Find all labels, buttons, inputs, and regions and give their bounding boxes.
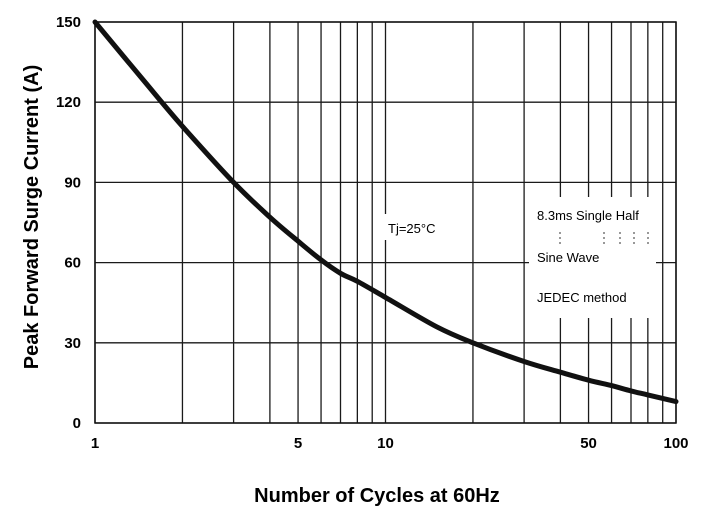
temperature-note-background: [380, 214, 450, 240]
y-tick-label: 60: [64, 255, 81, 272]
surge-curve: [92, 19, 679, 405]
temperature-note: Tj=25°C: [388, 221, 435, 236]
x-tick-label: 1: [91, 435, 99, 452]
y-axis-title: Peak Forward Surge Current (A): [21, 65, 43, 370]
x-tick-label: 5: [294, 435, 302, 452]
y-tick-label: 150: [56, 14, 81, 31]
condition-line-1: 8.3ms Single Half: [537, 208, 639, 223]
y-tick-label: 90: [64, 174, 81, 191]
condition-line-2: Sine Wave: [537, 250, 599, 265]
x-axis-title: Number of Cycles at 60Hz: [254, 485, 500, 507]
x-tick-labels: 1 5 10 50 100: [91, 435, 689, 452]
x-tick-label: 100: [663, 435, 688, 452]
plot-frame: [94, 21, 677, 424]
y-tick-label: 30: [64, 335, 81, 352]
annotation-box: [380, 197, 656, 318]
x-tick-label: 50: [580, 435, 597, 452]
annotation-box-background: [529, 197, 656, 318]
y-tick-label: 120: [56, 94, 81, 111]
y-tick-label: 0: [73, 415, 81, 432]
condition-line-3: JEDEC method: [537, 290, 627, 305]
x-tick-label: 10: [377, 435, 394, 452]
y-tick-labels: 0 30 60 90 120 150: [56, 14, 81, 432]
